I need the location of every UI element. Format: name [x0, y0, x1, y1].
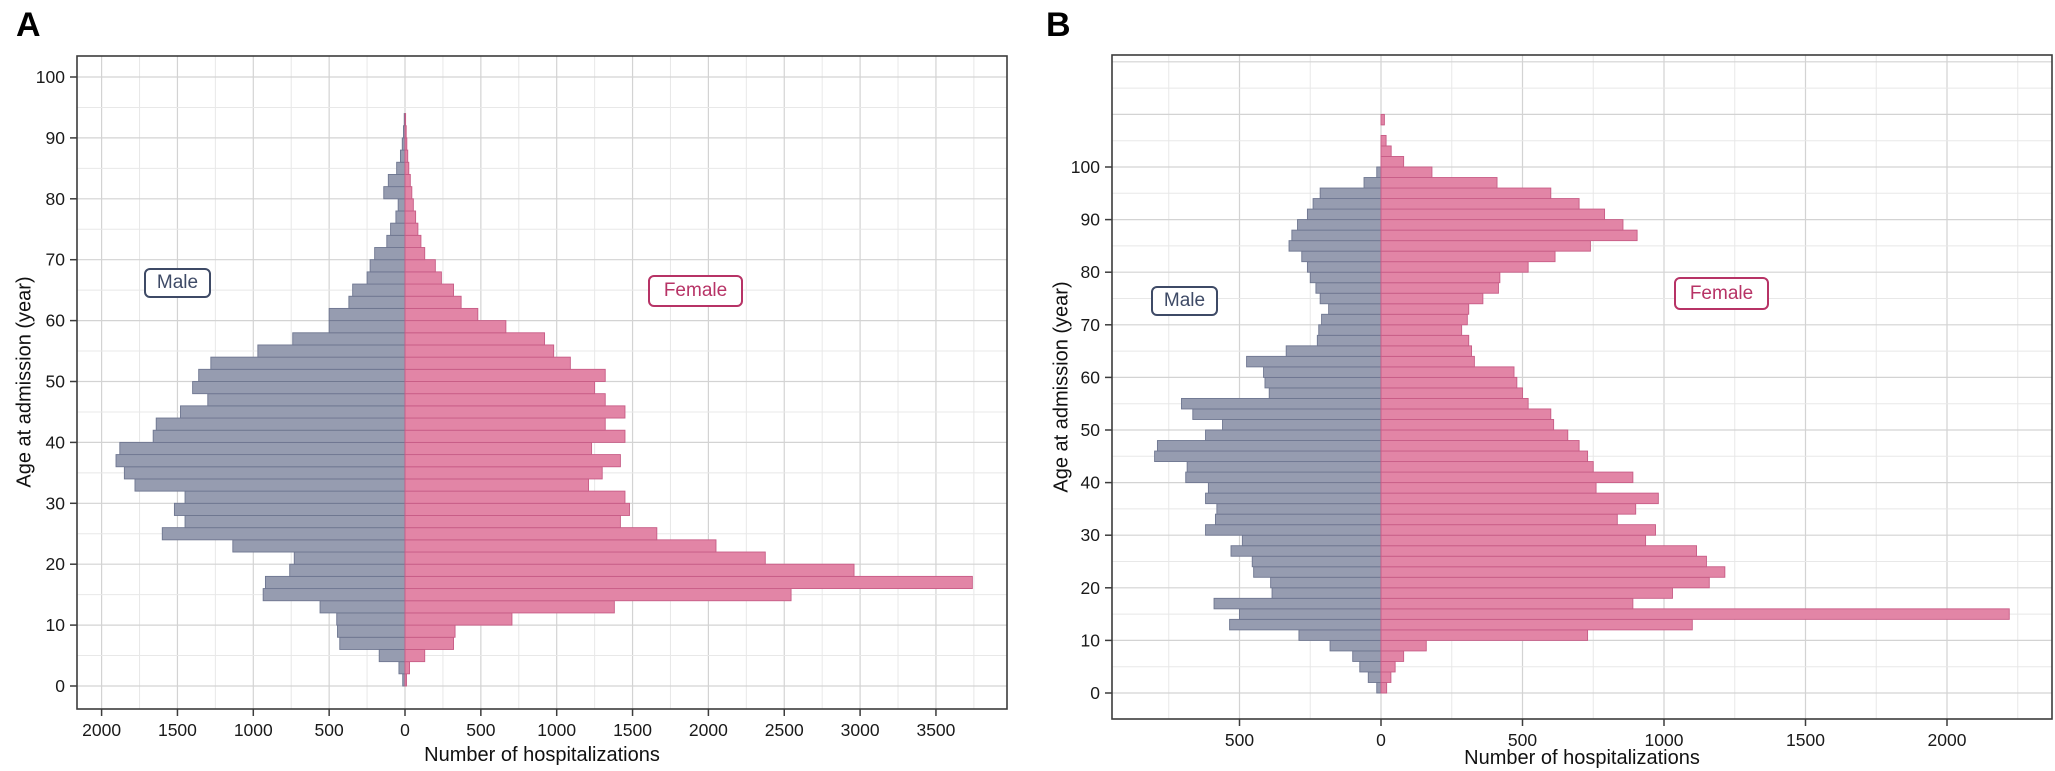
y-tick-label: 80 [1081, 262, 1101, 282]
x-tick-label: 2500 [765, 720, 804, 740]
y-tick-label: 70 [1081, 315, 1101, 335]
x-tick-label: 3000 [841, 720, 880, 740]
tick-labels: 2000 1500 1000 500 0 500 1000 1500 2000 2500 3000 3… [36, 67, 956, 740]
y-tick-label: 50 [1081, 420, 1101, 440]
y-tick-label: 10 [1081, 630, 1101, 650]
y-tick-label: 90 [1081, 210, 1101, 230]
x-tick-label: 1500 [1786, 730, 1825, 750]
x-tick-label: 500 [466, 720, 495, 740]
x-tick-label: 1500 [158, 720, 197, 740]
axis-ticks [70, 76, 937, 716]
x-tick-label: 1500 [613, 720, 652, 740]
panel-letter-a: A [16, 6, 41, 44]
y-tick-label: 80 [46, 189, 66, 209]
axis-ticks [1105, 166, 1948, 726]
x-tick-label: 1000 [537, 720, 576, 740]
y-tick-label: 70 [46, 250, 66, 270]
x-tick-label: 1000 [234, 720, 273, 740]
bars-female [1380, 113, 2010, 694]
bars-male [115, 113, 406, 687]
bars-female [404, 113, 973, 687]
y-tick-label: 0 [1090, 683, 1100, 703]
x-tick-label: 2000 [1928, 730, 1967, 750]
x-tick-label: 500 [315, 720, 344, 740]
x-tick-label: 0 [400, 720, 410, 740]
y-tick-label: 90 [46, 128, 66, 148]
female-series-label-a: Female [648, 275, 743, 307]
y-tick-label: 100 [1071, 157, 1100, 177]
tick-labels: 500 0 500 1000 1500 2000 0 10 20 30 40 50 60 70 80 90 10… [1071, 157, 1967, 750]
x-tick-label: 500 [1225, 730, 1254, 750]
panel-border [76, 55, 1008, 710]
x-tick-label: 2000 [82, 720, 121, 740]
bars-male [1154, 166, 1382, 694]
y-tick-label: 20 [1081, 578, 1101, 598]
male-series-label-b: Male [1151, 286, 1218, 316]
y-tick-label: 30 [1081, 525, 1101, 545]
x-tick-label: 3500 [916, 720, 955, 740]
x-tick-label: 2000 [689, 720, 728, 740]
y-tick-label: 0 [55, 676, 65, 696]
y-axis-title-a: Age at admission (year) [13, 276, 36, 488]
x-tick-label: 1000 [1645, 730, 1684, 750]
male-series-label-a: Male [144, 268, 211, 298]
x-tick-label: 0 [1376, 730, 1386, 750]
y-tick-label: 60 [46, 311, 66, 331]
y-tick-label: 20 [46, 554, 66, 574]
y-tick-label: 50 [46, 372, 66, 392]
panel-border [1111, 54, 2053, 720]
y-tick-label: 40 [46, 432, 66, 452]
x-tick-label: 500 [1508, 730, 1537, 750]
panel-A: 2000 1500 1000 500 0 500 1000 1500 2000 2500 3000 3… [36, 55, 1008, 740]
y-tick-label: 40 [1081, 473, 1101, 493]
panel-letter-b: B [1046, 6, 1071, 44]
panel-B: 500 0 500 1000 1500 2000 0 10 20 30 40 50 60 70 80 90 10… [1071, 54, 2053, 750]
y-tick-label: 30 [46, 493, 66, 513]
female-series-label-b: Female [1674, 277, 1769, 310]
y-tick-label: 100 [36, 67, 65, 87]
x-axis-title-b: Number of hospitalizations [1464, 747, 1700, 769]
y-tick-label: 10 [46, 615, 66, 635]
y-axis-title-b: Age at admission (year) [1050, 281, 1073, 493]
x-axis-title-a: Number of hospitalizations [424, 744, 660, 766]
y-tick-label: 60 [1081, 367, 1101, 387]
